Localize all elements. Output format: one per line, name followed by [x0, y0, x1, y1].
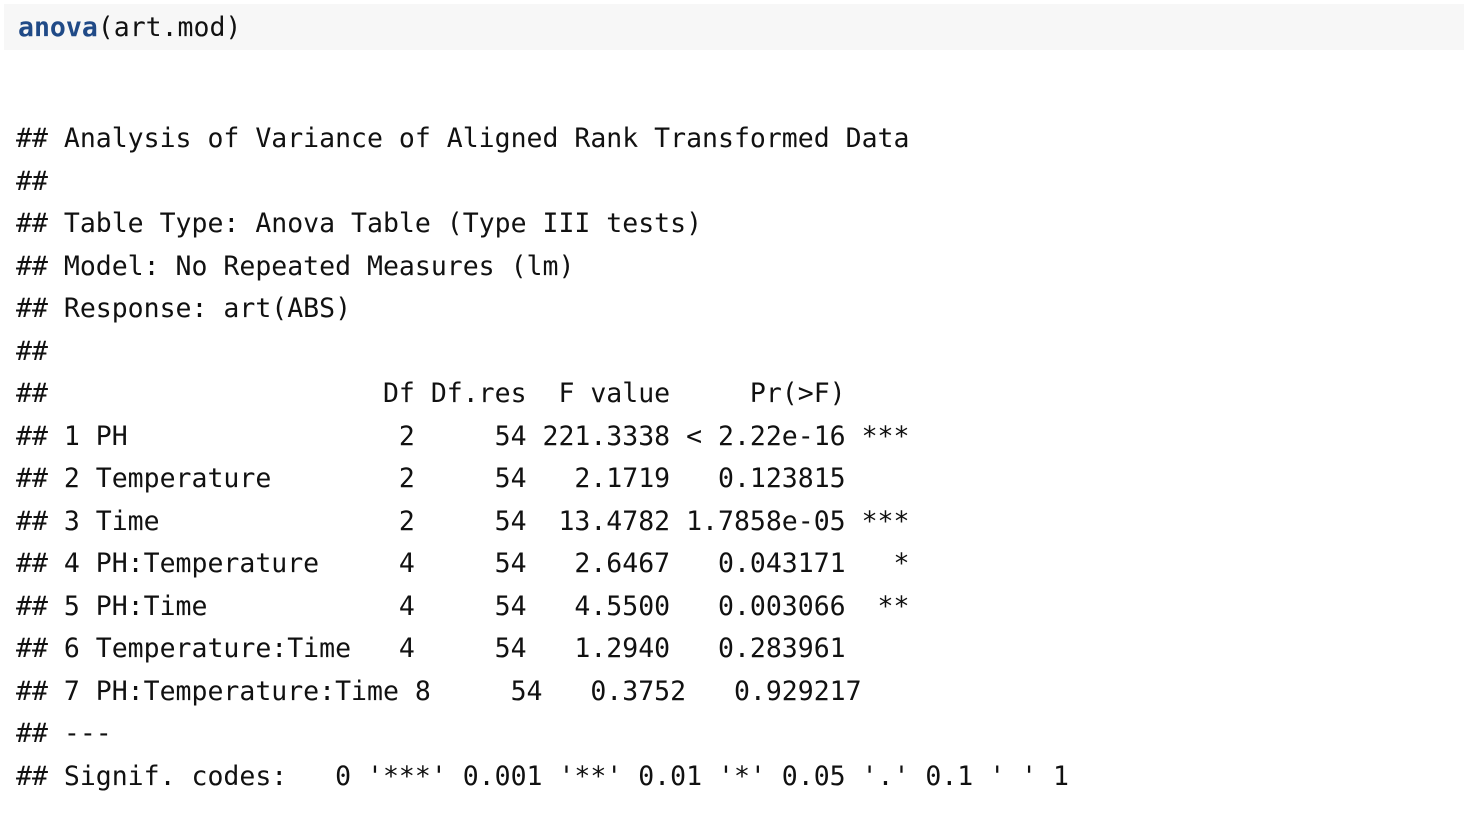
- table-row: ## 1 PH 2 54 221.3338 < 2.22e-16 ***: [16, 420, 910, 452]
- output-line-blank: ##: [16, 335, 48, 367]
- signif-codes-legend: ## Signif. codes: 0 '***' 0.001 '**' 0.0…: [16, 760, 1069, 792]
- table-row: ## 2 Temperature 2 54 2.1719 0.123815: [16, 463, 846, 494]
- table-row: ## 4 PH:Temperature 4 54 2.6467 0.043171…: [16, 548, 910, 579]
- output-line-blank: ##: [16, 165, 48, 197]
- table-row: ## 7 PH:Temperature:Time 8 54 0.3752 0.9…: [16, 675, 862, 707]
- table-row: ## 5 PH:Time 4 54 4.5500 0.003066 **: [16, 590, 910, 622]
- output-line-table-type: ## Table Type: Anova Table (Type III tes…: [16, 208, 703, 239]
- output-line-separator: ## ---: [16, 718, 112, 749]
- function-name: anova: [18, 12, 98, 43]
- code-line: anova(art.mod): [18, 12, 241, 44]
- code-chunk: anova(art.mod): [4, 4, 1464, 50]
- table-row: ## 3 Time 2 54 13.4782 1.7858e-05 ***: [16, 505, 910, 537]
- function-args: (art.mod): [97, 12, 242, 43]
- table-row: ## 6 Temperature:Time 4 54 1.2940 0.2839…: [16, 633, 846, 664]
- output-line-title: ## Analysis of Variance of Aligned Rank …: [16, 123, 910, 154]
- output-line-response: ## Response: art(ABS): [16, 293, 352, 324]
- output-line-model: ## Model: No Repeated Measures (lm): [16, 250, 575, 282]
- table-header-row: ## Df Df.res F value Pr(>F): [16, 378, 846, 409]
- console-output: ## Analysis of Variance of Aligned Rank …: [16, 118, 1069, 798]
